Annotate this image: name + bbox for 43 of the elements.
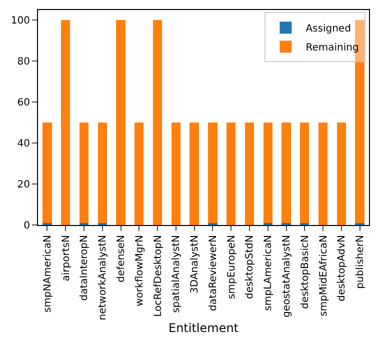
x-tick-label: LocRefDesktopN [152, 235, 164, 317]
x-tick-label: geostatAnalystN [282, 235, 292, 318]
bar [226, 122, 236, 225]
x-tick-label: airportsN [60, 235, 72, 282]
x-tick-label: networkAnalystN [98, 235, 109, 320]
y-tick-label: 0 [24, 220, 30, 232]
bar [263, 122, 272, 223]
x-tick-label: defenseN [116, 235, 127, 282]
x-tick-label: smpLAmericaN [263, 235, 274, 311]
bar [79, 122, 89, 223]
bar [244, 122, 254, 225]
bar [116, 20, 126, 225]
y-tick-label: 20 [17, 180, 30, 191]
x-tick-label: desktopStdN [244, 235, 256, 299]
bar [208, 122, 218, 223]
x-tick-label: smpEuropeN [226, 235, 238, 299]
x-tick-label: dataInteropN [79, 235, 90, 301]
x-tick-label: 3DAnalystN [190, 235, 201, 294]
y-tick-label: 40 [17, 138, 30, 150]
x-tick-label: smpNAmericaN [42, 235, 54, 313]
x-tick-label: desktopAdvN [336, 235, 348, 302]
x-tick-label: spatialAnalystN [171, 235, 182, 313]
x-tick-label: dataReviewerN [208, 235, 219, 311]
y-tick-label: 60 [17, 98, 30, 109]
bar [152, 20, 162, 225]
bar [336, 122, 346, 225]
bar [190, 122, 199, 225]
y-tick-label: 100 [10, 16, 30, 27]
bar [318, 122, 328, 225]
legend-label: Assigned [306, 24, 351, 35]
bar [282, 122, 291, 223]
bar [60, 20, 70, 225]
x-axis-title: Entitlement [168, 321, 239, 336]
bar [134, 122, 144, 225]
bar [98, 122, 107, 223]
x-tick-label: workflowMgrN [134, 235, 146, 306]
x-tick-label: smpMidEAfricaN [318, 235, 330, 316]
x-tick-label: desktopBasicN [300, 235, 311, 309]
bar [171, 122, 181, 225]
bar [42, 122, 52, 223]
x-tick-label: publisherN [355, 235, 366, 289]
y-tick-label: 80 [17, 56, 30, 68]
bar [300, 122, 310, 223]
